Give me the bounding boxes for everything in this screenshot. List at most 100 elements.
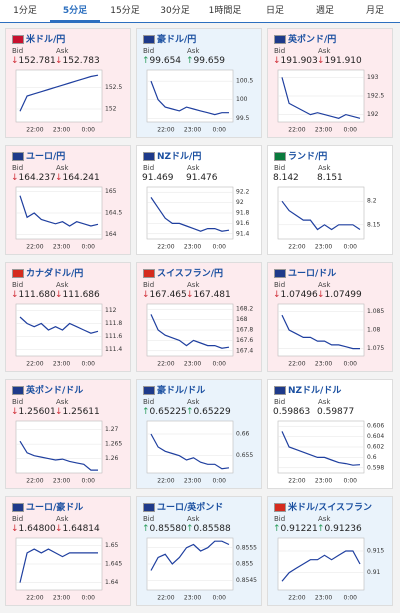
- trend-arrow: ↓: [11, 56, 19, 66]
- ask-value: ↑0.85588: [186, 524, 231, 534]
- tab[interactable]: 1分足: [13, 6, 37, 16]
- bid-number: 152.781: [18, 56, 56, 66]
- y-tick-label: 100: [236, 96, 248, 103]
- plot-area: [15, 303, 103, 357]
- tab[interactable]: 15分足: [110, 6, 140, 16]
- flag-icon: [12, 152, 24, 161]
- ask-value: ↓152.783: [55, 56, 100, 66]
- pair-name[interactable]: NZドル/円: [157, 152, 202, 162]
- pair-name[interactable]: スイスフラン/円: [157, 269, 224, 279]
- mini-chart: 0.8545 0.855 0.8555 22:00 23:00 0:00: [146, 537, 257, 602]
- trend-arrow: ↓: [11, 524, 19, 534]
- plot-area: [146, 69, 234, 123]
- plot-area: [277, 186, 365, 240]
- rate-card[interactable]: カナダドル/円 Bid Ask ↓111.680 ↓111.686 111.4 111.6 1…: [5, 262, 131, 372]
- ask-label: Ask: [318, 47, 331, 55]
- x-tick-label: 23:00: [184, 478, 201, 485]
- pair-name[interactable]: 豪ドル/円: [157, 35, 197, 45]
- bid-label: Bid: [274, 47, 286, 55]
- ask-label: Ask: [56, 164, 69, 172]
- pair-name[interactable]: ランド/円: [288, 152, 328, 162]
- rate-card[interactable]: ユーロ/ドル Bid Ask ↓1.07496 ↓1.07499 1.075 1.08 1.0…: [267, 262, 393, 372]
- ask-label: Ask: [187, 398, 200, 406]
- flag-icon: [12, 386, 24, 395]
- bid-label: Bid: [143, 398, 155, 406]
- flag-icon: [12, 269, 24, 278]
- y-tick-label: 111.4: [105, 346, 122, 353]
- bid-number: 99.654: [149, 56, 182, 66]
- pair-name[interactable]: 豪ドル/ドル: [157, 386, 206, 396]
- flag-icon: [143, 503, 155, 512]
- bid-label: Bid: [274, 281, 286, 289]
- price-line: [19, 316, 99, 334]
- pair-name[interactable]: NZドル/ドル: [288, 386, 342, 396]
- mini-chart: 0.655 0.66 22:00 23:00 0:00: [146, 420, 253, 485]
- pair-name[interactable]: ユーロ/豪ドル: [26, 503, 84, 513]
- flag-icon: [143, 269, 155, 278]
- rate-card[interactable]: NZドル/円 Bid Ask 91.469 91.476 91.4 91.6 91.8 92 92…: [136, 145, 262, 255]
- bid-value: ↓152.781: [11, 56, 56, 66]
- tab[interactable]: 30分足: [160, 6, 190, 16]
- rate-card[interactable]: スイスフラン/円 Bid Ask ↓167.465 ↓167.481 167.4 167.6…: [136, 262, 262, 372]
- trend-arrow: ↑: [142, 56, 150, 66]
- x-tick-label: 23:00: [53, 478, 70, 485]
- trend-arrow: ↑: [186, 56, 194, 66]
- ask-number: 167.481: [193, 290, 231, 300]
- y-tick-label: 1.08: [367, 327, 381, 334]
- pair-name[interactable]: ユーロ/英ポンド: [157, 503, 224, 513]
- pair-name[interactable]: 英ポンド/ドル: [26, 386, 84, 396]
- ask-value: ↓164.241: [55, 173, 100, 183]
- trend-arrow: ↓: [55, 407, 63, 417]
- x-tick-label: 22:00: [288, 361, 305, 368]
- mini-chart: 1.64 1.645 1.65 22:00 23:00 0:00: [15, 537, 122, 602]
- rate-card[interactable]: 英ポンド/ドル Bid Ask ↓1.25601 ↓1.25611 1.26 1.265 1.…: [5, 379, 131, 489]
- plot-area: [146, 420, 234, 474]
- rate-card[interactable]: ユーロ/豪ドル Bid Ask ↓1.64800 ↓1.64814 1.64 1.645 1.…: [5, 496, 131, 606]
- pair-name[interactable]: ユーロ/ドル: [288, 269, 337, 279]
- tab[interactable]: 週足: [315, 6, 334, 16]
- ask-label: Ask: [56, 398, 69, 406]
- rate-card[interactable]: ユーロ/円 Bid Ask ↓164.237 ↓164.241 164 164.5 165 22…: [5, 145, 131, 255]
- ask-label: Ask: [56, 515, 69, 523]
- rate-card[interactable]: 豪ドル/ドル Bid Ask ↑0.65225 ↑0.65229 0.655 0.66 22:…: [136, 379, 262, 489]
- flag-icon: [274, 152, 286, 161]
- rate-card[interactable]: NZドル/ドル Bid Ask 0.59863 0.59877 0.598 0.6 0.602…: [267, 379, 393, 489]
- x-tick-label: 0:00: [212, 361, 226, 368]
- pair-name[interactable]: 英ポンド/円: [288, 35, 337, 45]
- tab[interactable]: 月足: [365, 6, 384, 16]
- y-tick-label: 164: [105, 231, 117, 238]
- tab[interactable]: 1時間足: [208, 6, 242, 16]
- flag-icon: [143, 152, 155, 161]
- y-tick-label: 92.2: [236, 189, 250, 196]
- mini-chart: 152 152.5 22:00 23:00 0:00: [15, 69, 122, 134]
- pair-name[interactable]: 米ドル/円: [26, 35, 66, 45]
- ask-value: ↑99.659: [186, 56, 225, 66]
- bid-number: 191.903: [280, 56, 318, 66]
- mini-chart: 99.5 100 100.5 22:00 23:00 0:00: [146, 69, 253, 134]
- trend-arrow: ↓: [11, 290, 19, 300]
- bid-value: ↓191.903: [273, 56, 318, 66]
- rate-card[interactable]: 英ポンド/円 Bid Ask ↓191.903 ↓191.910 192 192.5 193 2…: [267, 28, 393, 138]
- rate-card[interactable]: ランド/円 Bid Ask 8.142 8.151 8.15 8.2 22:00 23:00 0:…: [267, 145, 393, 255]
- trend-arrow: ↓: [55, 524, 63, 534]
- rate-card[interactable]: ユーロ/英ポンド Bid Ask ↑0.85580 ↑0.85588 0.8545 0.85…: [136, 496, 262, 606]
- pair-name[interactable]: 米ドル/スイスフラン: [288, 503, 373, 513]
- pair-name[interactable]: カナダドル/円: [26, 269, 84, 279]
- rate-card[interactable]: 米ドル/スイスフラン Bid Ask ↑0.91221 ↑0.91236 0.91 0.91…: [267, 496, 393, 606]
- bid-label: Bid: [12, 398, 24, 406]
- price-line: [150, 314, 230, 349]
- rate-card[interactable]: 豪ドル/円 Bid Ask ↑99.654 ↑99.659 99.5 100 100.5 22:…: [136, 28, 262, 138]
- tab[interactable]: 日足: [265, 6, 284, 16]
- bid-number: 0.91221: [280, 524, 318, 534]
- rate-card[interactable]: 米ドル/円 Bid Ask ↓152.781 ↓152.783 152 152.5 22:00…: [5, 28, 131, 138]
- price-line: [19, 548, 98, 583]
- bid-label: Bid: [12, 281, 24, 289]
- pair-name[interactable]: ユーロ/円: [26, 152, 66, 162]
- price-line: [150, 540, 230, 571]
- x-tick-label: 23:00: [184, 244, 201, 251]
- bid-number: 0.85580: [149, 524, 187, 534]
- y-tick-label: 91.8: [236, 210, 250, 217]
- price-line: [281, 314, 360, 350]
- tab[interactable]: 5分足: [50, 0, 100, 22]
